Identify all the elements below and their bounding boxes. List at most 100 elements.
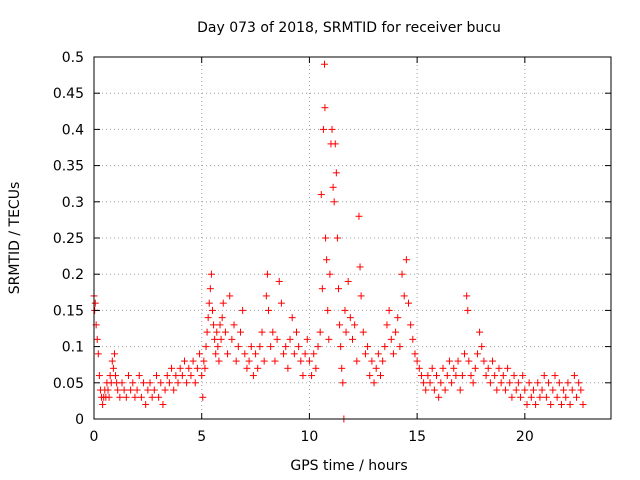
data-point xyxy=(131,393,139,401)
data-point xyxy=(517,393,525,401)
data-point xyxy=(282,343,290,351)
data-point xyxy=(370,379,378,387)
data-point xyxy=(267,343,275,351)
data-point xyxy=(437,379,445,387)
data-point xyxy=(551,372,559,380)
data-point xyxy=(221,328,229,336)
data-point xyxy=(230,321,238,329)
data-point xyxy=(411,350,419,358)
data-point xyxy=(575,379,583,387)
data-point xyxy=(284,364,292,372)
data-point xyxy=(254,364,262,372)
data-point xyxy=(499,372,507,380)
data-point xyxy=(189,357,197,365)
data-point xyxy=(385,306,393,314)
data-point xyxy=(407,321,415,329)
y-tick-label: 0.3 xyxy=(62,195,84,211)
y-tick-label: 0.45 xyxy=(53,86,84,102)
data-point xyxy=(144,386,152,394)
data-point xyxy=(491,372,499,380)
data-point xyxy=(467,372,475,380)
data-point xyxy=(527,393,535,401)
data-point xyxy=(536,393,544,401)
data-point xyxy=(435,393,443,401)
data-point xyxy=(133,386,141,394)
data-point xyxy=(359,328,367,336)
data-point xyxy=(249,372,257,380)
y-tick-label: 0.15 xyxy=(53,303,84,319)
data-point xyxy=(566,401,574,409)
data-point xyxy=(122,393,130,401)
data-point xyxy=(202,343,210,351)
data-point xyxy=(433,372,441,380)
data-point xyxy=(387,335,395,343)
data-point xyxy=(174,379,182,387)
data-point xyxy=(301,350,309,358)
x-tick-label: 20 xyxy=(516,429,534,445)
y-tick-label: 0.05 xyxy=(53,376,84,392)
data-point xyxy=(398,270,406,278)
data-point xyxy=(549,386,557,394)
data-point xyxy=(389,350,397,358)
plot-border xyxy=(93,56,612,420)
data-point xyxy=(428,364,436,372)
data-point xyxy=(299,372,307,380)
data-point xyxy=(377,372,385,380)
data-point xyxy=(486,379,494,387)
data-point xyxy=(218,314,226,322)
data-point xyxy=(326,270,334,278)
data-point xyxy=(372,364,380,372)
data-point xyxy=(542,393,550,401)
data-point xyxy=(349,335,356,343)
data-point xyxy=(185,364,193,372)
data-point xyxy=(409,335,417,343)
data-point xyxy=(316,328,324,336)
data-point xyxy=(501,386,509,394)
data-point xyxy=(91,299,99,307)
data-point xyxy=(187,372,195,380)
data-point xyxy=(93,335,101,343)
data-point xyxy=(318,285,326,293)
data-point xyxy=(150,386,158,394)
data-point xyxy=(200,357,208,365)
data-point xyxy=(94,350,102,358)
data-point xyxy=(417,372,425,380)
data-point xyxy=(120,386,128,394)
data-point xyxy=(256,343,264,351)
data-point xyxy=(495,364,503,372)
data-point xyxy=(331,140,339,148)
data-point xyxy=(560,386,568,394)
data-point xyxy=(321,104,329,112)
data-point xyxy=(341,306,349,314)
data-point xyxy=(148,393,156,401)
data-point xyxy=(258,328,266,336)
data-point xyxy=(355,212,363,220)
data-point xyxy=(448,379,456,387)
data-point xyxy=(361,350,369,358)
data-point xyxy=(489,357,497,365)
data-point xyxy=(339,379,347,387)
data-point xyxy=(252,350,260,358)
data-point xyxy=(510,372,518,380)
data-point xyxy=(201,364,209,372)
data-point xyxy=(140,379,148,387)
data-point xyxy=(260,357,268,365)
data-point xyxy=(178,372,186,380)
data-point xyxy=(334,285,342,293)
data-point xyxy=(579,401,587,409)
data-point xyxy=(374,350,382,358)
data-point xyxy=(269,328,277,336)
data-point xyxy=(142,401,150,409)
data-point xyxy=(463,292,471,300)
x-tick-labels: 0 5 10 15 20 xyxy=(90,429,534,445)
data-point xyxy=(514,379,522,387)
data-point xyxy=(337,343,345,351)
data-point xyxy=(105,393,113,401)
data-point xyxy=(324,306,332,314)
data-point xyxy=(180,357,188,365)
data-point xyxy=(568,386,576,394)
data-point xyxy=(152,372,160,380)
data-point xyxy=(368,357,376,365)
data-point xyxy=(232,357,240,365)
data-point xyxy=(308,372,316,380)
